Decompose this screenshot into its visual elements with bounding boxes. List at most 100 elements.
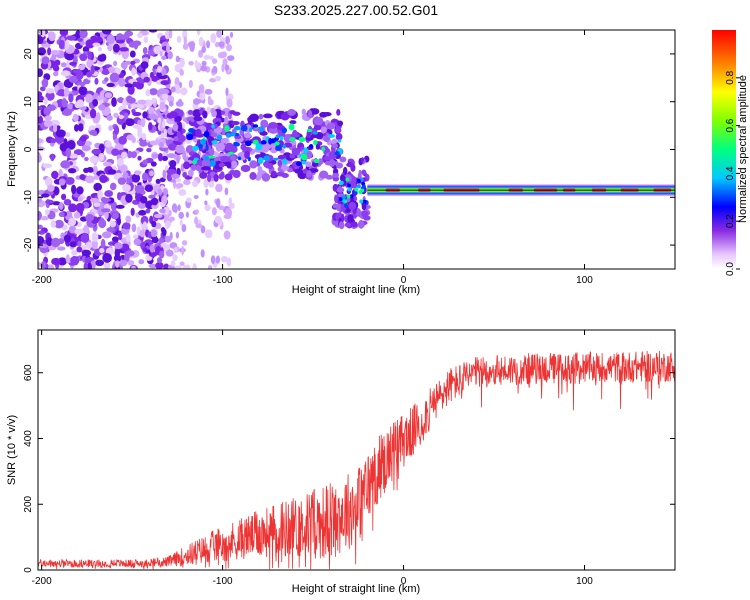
spectrogram-blob — [170, 111, 178, 118]
spectrogram-blob — [268, 121, 279, 129]
spectrogram-blob — [101, 68, 110, 76]
spectrogram-blob — [169, 216, 175, 222]
spectrogram-blob — [114, 242, 123, 250]
spectrogram-blob — [179, 261, 185, 267]
spectrogram-blob — [145, 208, 151, 214]
spectrogram-blob — [185, 211, 190, 218]
spectrogram-blob — [123, 112, 129, 119]
spectrogram-blob — [211, 109, 217, 118]
spectrogram-blob — [141, 133, 147, 141]
spectrogram-blob — [216, 30, 223, 38]
spectrogram-blob — [63, 234, 72, 243]
spectrogram-blob — [183, 161, 190, 170]
spectrogram-blob — [303, 147, 308, 154]
spectrogram-blob — [85, 241, 93, 250]
spectrogram-blob — [85, 140, 92, 147]
spectrogram-blob — [167, 120, 176, 125]
snr-x-label: Height of straight line (km) — [292, 583, 420, 595]
spectrogram-blob — [149, 170, 155, 177]
spectrogram-blob — [320, 126, 327, 134]
spectrogram-blob — [60, 232, 65, 239]
spectrogram-blob — [90, 64, 95, 75]
spectrogram-blob — [168, 100, 174, 107]
spectrogram-blob — [193, 157, 199, 162]
spectrogram-blob — [178, 189, 187, 196]
spectrogram-blob — [279, 135, 284, 141]
spectrogram-blob — [162, 187, 169, 196]
spectrogram-blob — [214, 215, 222, 224]
spectrogram-blob — [91, 232, 99, 242]
spectrogram-blob — [168, 209, 172, 217]
spectrogram-blob — [107, 169, 117, 175]
spectrogram-blob — [217, 142, 225, 151]
spectrogram-blob — [287, 109, 296, 116]
spectrogram-blob — [125, 233, 131, 243]
spectrogram-blob — [229, 145, 238, 154]
spectrogram-blob — [275, 144, 282, 151]
spectrogram-blob — [187, 109, 194, 115]
spectrogram-blob — [204, 204, 211, 212]
spectrogram-blob — [47, 47, 52, 56]
spectrogram-blob — [38, 68, 43, 77]
spectrogram-blob — [349, 194, 354, 199]
spectrogram-blob — [201, 60, 207, 67]
spectrogram-blob — [38, 94, 44, 102]
spectrogram-blob — [157, 152, 163, 162]
spectrogram-blob — [199, 138, 206, 146]
spectrogram-blob — [196, 30, 201, 36]
spectrogram-blob — [188, 128, 195, 133]
spectrogram-blob — [208, 179, 215, 188]
spectrogram-blob — [118, 135, 127, 145]
spectrogram-blob — [224, 64, 230, 72]
spectrogram-blob — [119, 259, 128, 267]
spectrogram-blob — [93, 202, 101, 208]
spectrogram-blob — [201, 166, 212, 171]
colorbar-ticks: 0.0 0.2 0.4 0.6 0.8 — [725, 70, 740, 276]
spectrogram-blob — [77, 37, 83, 42]
spectrogram-blob — [350, 183, 358, 189]
spectrogram-blob — [71, 249, 78, 256]
spectrogram-blob — [137, 132, 144, 138]
spectrogram-blob — [151, 220, 157, 228]
spectrogram-blob — [41, 78, 49, 88]
spectrogram-blob — [179, 69, 184, 76]
spectrogram-blob — [362, 199, 367, 204]
spectrogram-blob — [93, 175, 100, 180]
spectrogram-blob — [306, 170, 312, 178]
spectrogram-x-ticks: -200 -100 0 100 — [32, 30, 593, 286]
spectrogram-blob — [112, 212, 119, 220]
spectrogram-blob — [255, 143, 263, 151]
spectrogram-blob — [149, 88, 158, 96]
spectrogram-blob — [57, 88, 67, 97]
spectrogram-blob — [153, 213, 163, 219]
spectrogram-blob — [87, 167, 94, 173]
spectrogram-blob — [191, 180, 199, 188]
spectrogram-blob — [108, 66, 116, 74]
spectrogram-blob — [218, 162, 226, 168]
spectrogram-blob — [94, 259, 105, 267]
spectrogram-blob — [113, 60, 118, 67]
spectrogram-blob — [195, 128, 202, 137]
spectrogram-blob — [115, 204, 125, 209]
spectrogram-blob — [339, 180, 344, 185]
spectrogram-blob — [130, 151, 137, 159]
spectrogram-blob — [337, 139, 342, 143]
spectrogram-blob — [38, 115, 44, 124]
spectrogram-blob — [294, 168, 303, 174]
spectrogram-blob — [121, 200, 128, 206]
spectrogram-blob — [164, 235, 172, 243]
spectrogram-blob — [319, 111, 328, 118]
spectrogram-blob — [244, 140, 252, 147]
spectrogram-blob — [179, 219, 183, 227]
spectrogram-blob — [78, 123, 84, 132]
spectrogram-blob — [68, 93, 74, 103]
spectrogram-blob — [170, 173, 181, 179]
spectrogram-blob — [90, 197, 99, 203]
spectrogram-blob — [280, 165, 289, 171]
spectrogram-blob — [261, 172, 271, 182]
spectrogram-blob — [347, 187, 352, 192]
spectrogram-blob — [65, 147, 72, 158]
spectrogram-blob — [79, 53, 88, 62]
spectrogram-blob — [169, 159, 177, 168]
spectrogram-blob — [60, 70, 71, 77]
